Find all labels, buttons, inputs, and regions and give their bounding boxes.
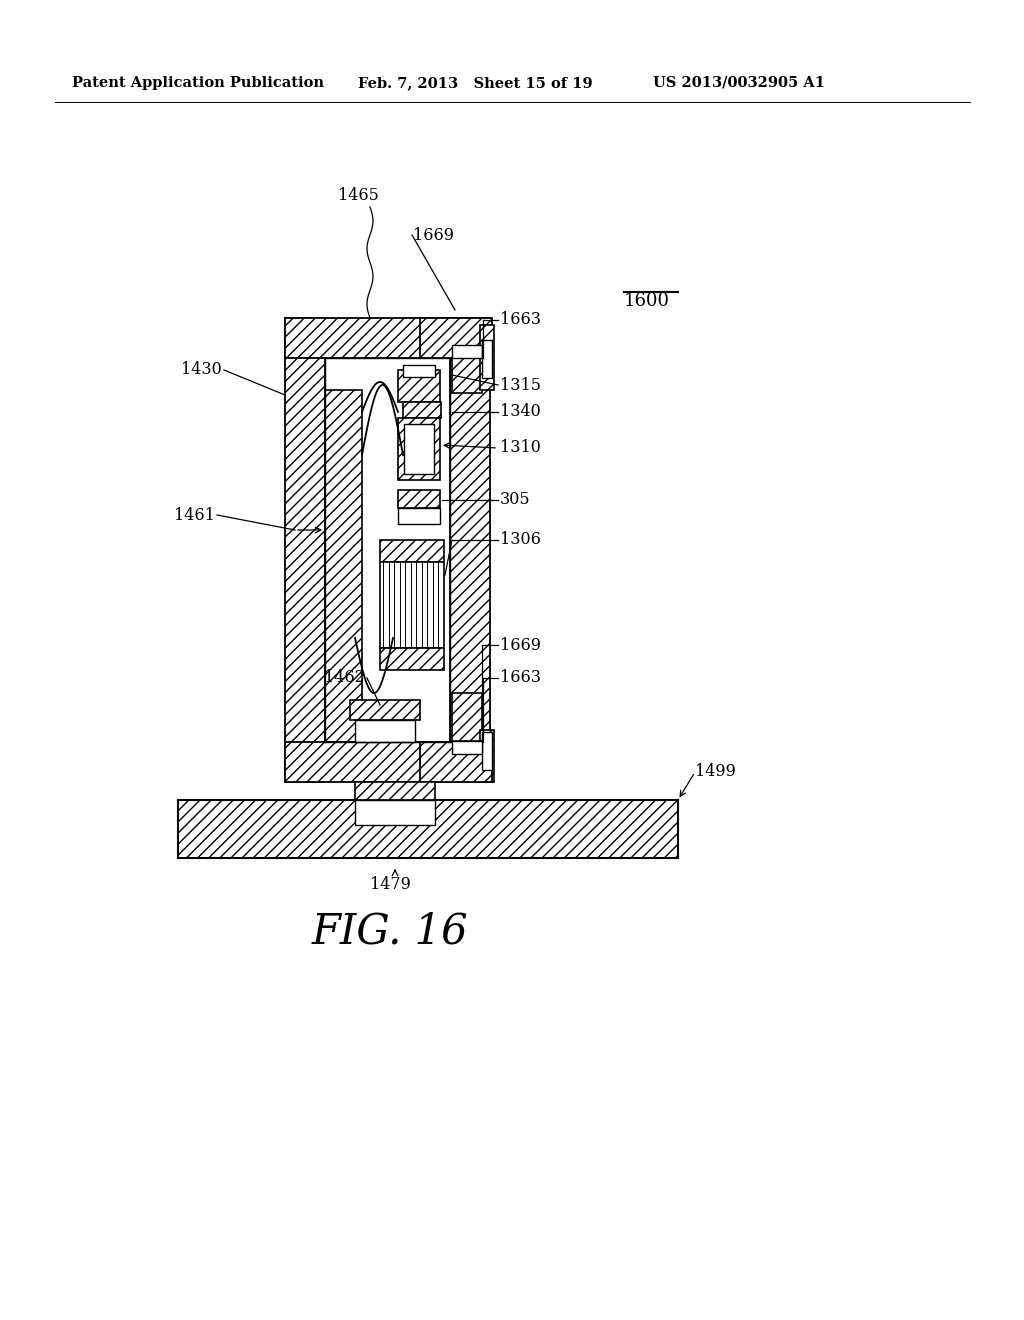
Text: 1306: 1306 [500,532,541,549]
Text: 1669: 1669 [500,636,541,653]
Bar [480,325,494,389]
Text: 1315: 1315 [500,376,541,393]
Bar [355,781,435,800]
Bar [325,358,450,742]
Bar [420,742,492,781]
Bar [404,424,434,474]
Text: US 2013/0032905 A1: US 2013/0032905 A1 [653,77,825,90]
Bar [350,700,420,719]
Bar [480,730,494,781]
Bar [452,693,482,741]
Text: 1465: 1465 [338,186,379,203]
Bar [355,800,435,825]
Bar [398,418,440,480]
Bar [285,318,490,358]
Bar [403,403,441,418]
Bar [380,648,444,671]
Bar [452,741,482,754]
Bar [452,345,482,358]
Text: 1310: 1310 [500,440,541,457]
Text: 1669: 1669 [413,227,454,243]
Text: 1462: 1462 [325,669,365,686]
Text: 1430: 1430 [181,362,222,379]
Text: 1663: 1663 [500,669,541,686]
Bar [380,540,444,562]
Bar [355,719,415,742]
Bar [482,341,492,378]
Bar [482,733,492,770]
Text: 1340: 1340 [500,404,541,421]
Text: 1461: 1461 [174,507,215,524]
Bar [403,366,435,378]
Bar [325,389,362,742]
Text: 1499: 1499 [695,763,736,780]
Text: 1600: 1600 [624,292,670,310]
Bar [380,562,444,648]
Text: 305: 305 [500,491,530,508]
Bar [420,318,492,358]
Text: 1663: 1663 [500,312,541,329]
Text: FIG. 16: FIG. 16 [311,909,468,952]
Bar [452,358,482,393]
Bar [450,358,490,781]
Bar [178,800,678,858]
Text: 1479: 1479 [370,876,411,894]
Bar [398,490,440,508]
Text: Feb. 7, 2013   Sheet 15 of 19: Feb. 7, 2013 Sheet 15 of 19 [358,77,593,90]
Bar [285,742,490,781]
Bar [398,508,440,524]
Bar [398,370,440,403]
Text: Patent Application Publication: Patent Application Publication [72,77,324,90]
Bar [285,318,325,781]
